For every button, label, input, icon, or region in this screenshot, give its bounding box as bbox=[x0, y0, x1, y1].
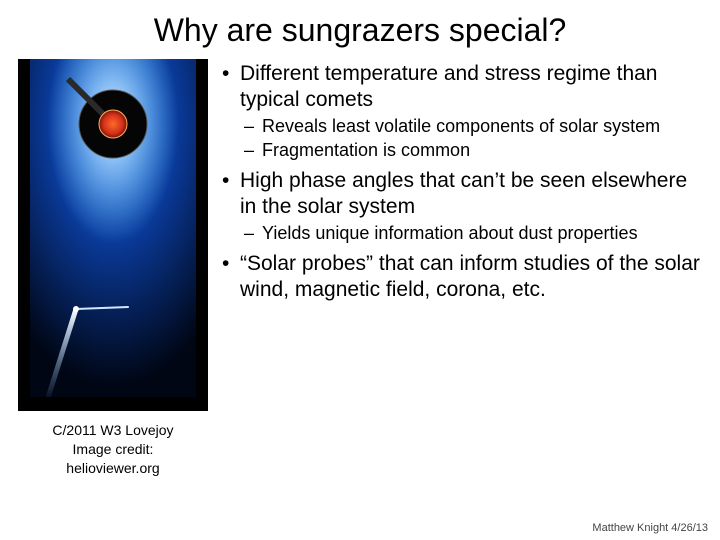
bullet-1-sub-2: Fragmentation is common bbox=[240, 140, 702, 162]
bullet-2-sub-1: Yields unique information about dust pro… bbox=[240, 223, 702, 245]
footer-credit: Matthew Knight 4/26/13 bbox=[592, 522, 708, 534]
caption-line-3: helioviewer.org bbox=[52, 459, 173, 478]
bullet-1-text: Different temperature and stress regime … bbox=[240, 62, 658, 111]
caption-line-2: Image credit: bbox=[52, 440, 173, 459]
content-row: C/2011 W3 Lovejoy Image credit: heliovie… bbox=[18, 59, 702, 478]
coronagraph-figure bbox=[18, 59, 208, 411]
bullet-1-sub-1: Reveals least volatile components of sol… bbox=[240, 116, 702, 138]
bullets-column: Different temperature and stress regime … bbox=[222, 59, 702, 478]
coronagraph-svg bbox=[18, 59, 208, 411]
bullet-list: Different temperature and stress regime … bbox=[222, 61, 702, 303]
slide-title: Why are sungrazers special? bbox=[18, 12, 702, 49]
bullet-1: Different temperature and stress regime … bbox=[222, 61, 702, 162]
slide: Why are sungrazers special? bbox=[0, 0, 720, 540]
bullet-2-sublist: Yields unique information about dust pro… bbox=[240, 223, 702, 245]
bullet-3: “Solar probes” that can inform studies o… bbox=[222, 251, 702, 302]
bullet-3-text: “Solar probes” that can inform studies o… bbox=[240, 252, 700, 301]
caption-line-1: C/2011 W3 Lovejoy bbox=[52, 421, 173, 440]
image-column: C/2011 W3 Lovejoy Image credit: heliovie… bbox=[18, 59, 208, 478]
bullet-1-sublist: Reveals least volatile components of sol… bbox=[240, 116, 702, 162]
bullet-2: High phase angles that can’t be seen els… bbox=[222, 168, 702, 245]
bullet-2-text: High phase angles that can’t be seen els… bbox=[240, 169, 687, 218]
figure-caption: C/2011 W3 Lovejoy Image credit: heliovie… bbox=[52, 421, 173, 478]
